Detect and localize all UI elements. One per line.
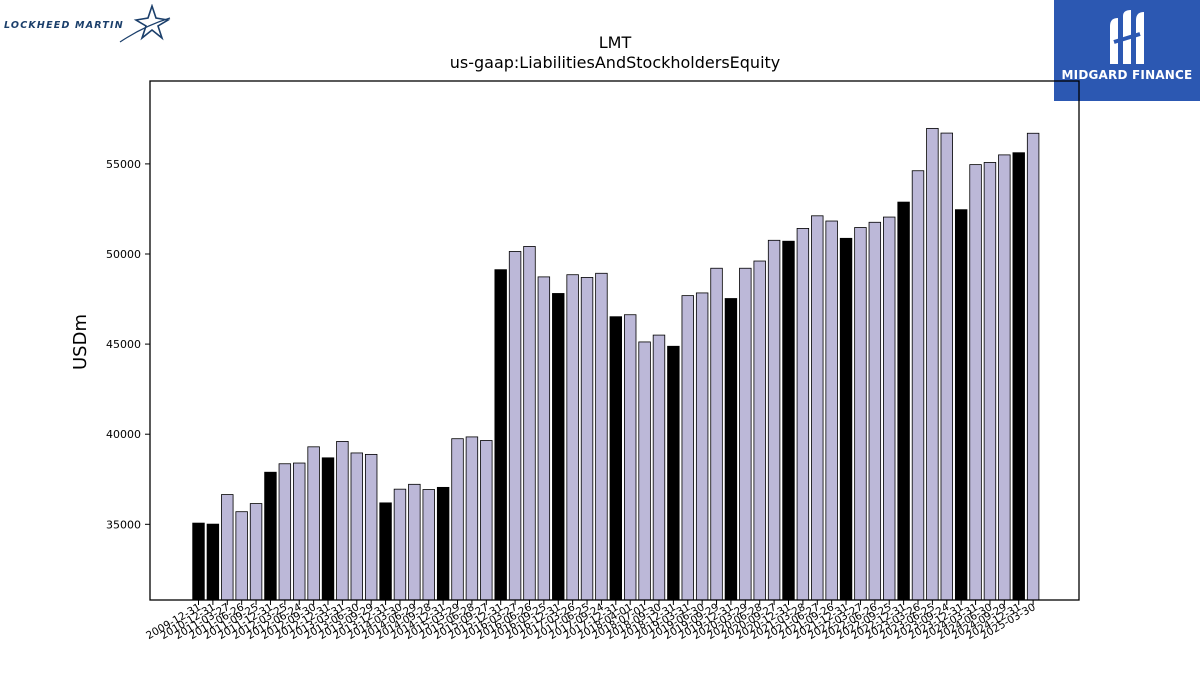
bar <box>480 440 493 601</box>
bar <box>523 246 536 601</box>
bar <box>695 292 709 601</box>
bar <box>652 334 666 601</box>
bar <box>508 251 522 601</box>
bar <box>293 462 306 601</box>
bar <box>767 239 781 601</box>
y-axis-label: USDm <box>70 314 91 370</box>
bar <box>854 227 867 601</box>
chart-title: LMT <box>599 33 632 52</box>
y-tick-label: 50000 <box>106 248 141 261</box>
bar <box>379 502 392 601</box>
bar <box>825 220 838 601</box>
bar <box>307 446 320 601</box>
midgard-finance-logo: MIDGARD FINANCE <box>1054 0 1200 101</box>
bar <box>235 511 248 601</box>
bar <box>868 221 882 601</box>
bar <box>710 267 723 601</box>
bar <box>897 201 910 601</box>
bar <box>724 298 738 601</box>
bar <box>206 523 220 601</box>
bar <box>408 483 421 601</box>
y-tick-label: 55000 <box>106 158 141 171</box>
bar <box>465 436 479 601</box>
bar <box>249 503 263 601</box>
bar <box>681 295 694 601</box>
bar <box>883 216 896 601</box>
bar <box>782 240 795 601</box>
bar <box>969 164 982 601</box>
bar <box>393 488 407 601</box>
bar <box>494 269 507 601</box>
lockheed-martin-logo: LOCKHEED MARTIN <box>4 4 174 48</box>
bar <box>1026 132 1040 601</box>
lockheed-martin-wordmark: LOCKHEED MARTIN <box>4 20 124 31</box>
bar <box>436 486 450 601</box>
bar <box>753 260 766 601</box>
bar <box>192 522 205 601</box>
bar <box>998 154 1011 601</box>
y-tick-label: 45000 <box>106 338 141 351</box>
bar <box>580 277 594 601</box>
bar <box>739 267 752 601</box>
bars-group <box>192 127 1040 601</box>
bar <box>595 272 608 601</box>
bar <box>552 293 565 601</box>
bar <box>321 457 335 601</box>
bar <box>983 162 997 601</box>
y-tick-label: 35000 <box>106 518 141 531</box>
bar <box>940 132 953 601</box>
bar <box>926 127 939 601</box>
bar <box>566 274 579 601</box>
bar <box>1012 152 1025 601</box>
bar <box>667 345 680 601</box>
bar <box>796 228 810 601</box>
bar <box>537 276 551 601</box>
bar <box>954 209 968 601</box>
bar <box>422 489 435 601</box>
bar <box>624 314 637 601</box>
midgard-monogram-icon <box>1110 10 1144 64</box>
plot-frame <box>149 80 1080 601</box>
midgard-finance-wordmark: MIDGARD FINANCE <box>1061 68 1193 82</box>
bar <box>451 438 464 601</box>
bar <box>839 237 853 601</box>
bar <box>336 441 349 601</box>
bar <box>221 494 234 601</box>
bar <box>278 463 292 601</box>
bar <box>364 453 378 601</box>
bar <box>609 316 623 601</box>
y-axis-ticks: 35000 40000 45000 50000 55000 <box>106 158 150 531</box>
y-tick-label: 40000 <box>106 428 141 441</box>
bar <box>911 170 925 601</box>
star-swoosh-icon <box>119 4 171 43</box>
bar <box>638 341 651 601</box>
x-axis-ticks: 2009-12-312010-12-312011-03-272011-06-26… <box>144 600 1038 642</box>
bar <box>264 471 277 601</box>
chart-subtitle: us-gaap:LiabilitiesAndStockholdersEquity <box>450 53 781 72</box>
bar <box>350 452 363 601</box>
bar <box>811 215 824 601</box>
